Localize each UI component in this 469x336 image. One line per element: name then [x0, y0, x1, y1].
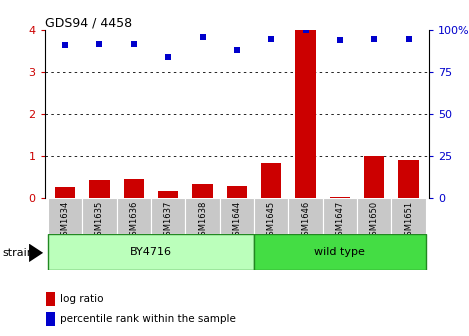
Point — [371, 36, 378, 41]
Bar — [288, 198, 323, 234]
Text: BY4716: BY4716 — [130, 247, 172, 257]
Text: strain: strain — [2, 248, 34, 258]
Point — [336, 38, 344, 43]
Bar — [357, 198, 391, 234]
Text: GSM1647: GSM1647 — [335, 201, 344, 241]
Point — [199, 34, 206, 40]
Bar — [123, 178, 144, 198]
Text: GSM1650: GSM1650 — [370, 201, 378, 241]
Bar — [364, 156, 385, 198]
Point — [267, 36, 275, 41]
Text: GSM1637: GSM1637 — [164, 201, 173, 242]
Bar — [89, 180, 110, 198]
Bar — [254, 198, 288, 234]
Bar — [48, 234, 254, 270]
Bar — [254, 234, 426, 270]
Bar — [261, 163, 281, 198]
Bar — [48, 198, 83, 234]
Bar — [219, 198, 254, 234]
Bar — [323, 198, 357, 234]
Text: percentile rank within the sample: percentile rank within the sample — [60, 314, 236, 324]
Text: wild type: wild type — [314, 247, 365, 257]
Text: GSM1644: GSM1644 — [232, 201, 242, 241]
Bar — [192, 184, 213, 198]
Text: log ratio: log ratio — [60, 294, 104, 304]
Bar — [55, 187, 76, 198]
Text: GSM1646: GSM1646 — [301, 201, 310, 241]
Bar — [185, 198, 219, 234]
Bar — [46, 292, 55, 306]
Bar — [391, 198, 426, 234]
Text: GSM1635: GSM1635 — [95, 201, 104, 241]
Point — [61, 43, 69, 48]
Text: GSM1634: GSM1634 — [61, 201, 70, 241]
Polygon shape — [29, 244, 43, 262]
Point — [405, 36, 412, 41]
Bar — [117, 198, 151, 234]
Text: GDS94 / 4458: GDS94 / 4458 — [45, 16, 132, 29]
Bar — [398, 161, 419, 198]
Bar — [151, 198, 185, 234]
Bar — [227, 186, 247, 198]
Bar — [46, 311, 55, 326]
Point — [96, 41, 103, 46]
Text: GSM1651: GSM1651 — [404, 201, 413, 241]
Text: GSM1645: GSM1645 — [267, 201, 276, 241]
Text: GSM1636: GSM1636 — [129, 201, 138, 242]
Point — [302, 28, 309, 33]
Point — [130, 41, 137, 46]
Text: GSM1638: GSM1638 — [198, 201, 207, 242]
Bar — [158, 191, 179, 198]
Point — [165, 54, 172, 60]
Point — [233, 48, 241, 53]
Bar — [83, 198, 117, 234]
Bar — [295, 30, 316, 198]
